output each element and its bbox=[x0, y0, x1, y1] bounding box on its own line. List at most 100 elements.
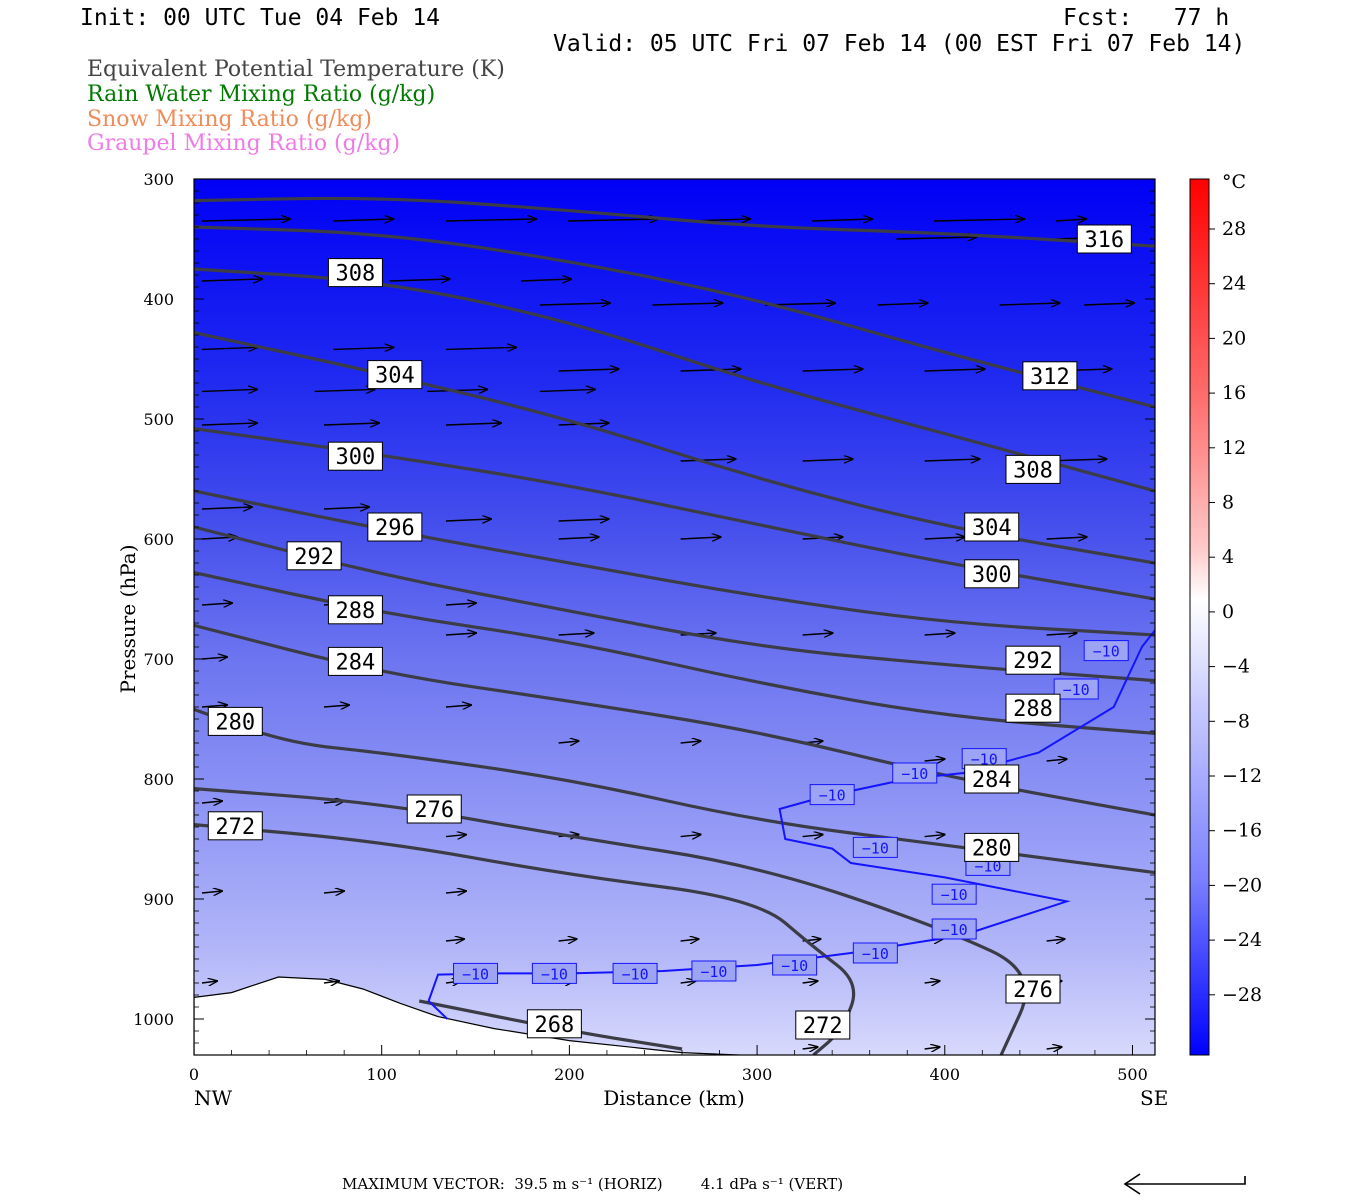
wind-arrow bbox=[877, 303, 928, 305]
theta-e-label: 288 bbox=[336, 599, 376, 624]
wind-arrow bbox=[802, 981, 818, 983]
wind-arrow bbox=[445, 219, 536, 221]
theta-e-label-box bbox=[964, 559, 1020, 589]
colorbar-label: 28 bbox=[1222, 218, 1246, 240]
wind-arrow bbox=[323, 507, 369, 509]
isotherm-label-box bbox=[892, 762, 938, 784]
isotherm-label-box bbox=[1083, 640, 1129, 662]
wind-arrow bbox=[445, 347, 516, 349]
wind-arrow bbox=[924, 633, 955, 635]
y-tick-label: 900 bbox=[143, 890, 174, 909]
wind-arrow bbox=[1046, 1047, 1062, 1049]
x-tick-label: 400 bbox=[930, 1065, 961, 1084]
isotherm-label-box bbox=[852, 836, 898, 858]
wind-arrow bbox=[680, 741, 701, 743]
endpoint-right: SE bbox=[1140, 1086, 1168, 1110]
wind-arrow bbox=[445, 835, 466, 837]
theta-e-label-box bbox=[327, 646, 383, 676]
wind-arrow bbox=[680, 459, 736, 461]
theta-e-label-box bbox=[964, 832, 1020, 862]
isotherm-label-box bbox=[852, 942, 898, 964]
wind-arrow bbox=[652, 303, 722, 305]
max-vector-note: MAXIMUM VECTOR: 39.5 m s⁻¹ (HORIZ) 4.1 d… bbox=[342, 1175, 844, 1193]
theta-e-contour bbox=[194, 623, 1155, 817]
wind-arrow bbox=[680, 537, 721, 539]
wind-arrow bbox=[1046, 537, 1087, 539]
wind-arrow bbox=[802, 835, 823, 837]
theta-e-label: 296 bbox=[375, 516, 415, 541]
wind-arrow bbox=[558, 633, 594, 635]
isotherm-label: −10 bbox=[941, 921, 968, 939]
wind-arrow bbox=[445, 603, 476, 605]
wind-arrow bbox=[445, 705, 471, 707]
isotherm-label: −10 bbox=[541, 965, 568, 983]
isotherm-label-box bbox=[931, 883, 977, 905]
isotherm-label: −10 bbox=[700, 963, 727, 981]
theta-e-label: 300 bbox=[336, 445, 376, 470]
wind-arrow bbox=[558, 939, 577, 941]
theta-e-label: 272 bbox=[803, 1014, 843, 1039]
wind-arrow bbox=[1055, 219, 1086, 221]
colorbar-label: 0 bbox=[1222, 601, 1234, 623]
theta-e-label-box bbox=[286, 541, 342, 571]
wind-arrow bbox=[924, 981, 940, 983]
theta-e-contour bbox=[194, 571, 1155, 735]
wind-arrow bbox=[201, 891, 222, 893]
wind-arrow bbox=[933, 219, 1024, 221]
wind-arrow bbox=[323, 981, 339, 983]
wind-arrow bbox=[201, 981, 217, 983]
y-tick-label: 600 bbox=[143, 530, 174, 549]
wind-arrow bbox=[680, 835, 701, 837]
wind-arrow bbox=[201, 347, 257, 349]
wind-arrow bbox=[521, 279, 571, 281]
isotherm-label: −10 bbox=[1063, 681, 1090, 699]
wind-arrow bbox=[201, 219, 290, 221]
wind-arrow bbox=[333, 219, 393, 221]
isotherm-label: −10 bbox=[1093, 643, 1120, 661]
wind-arrow bbox=[924, 537, 965, 539]
theta-e-label-box bbox=[1022, 361, 1078, 391]
y-tick-label: 300 bbox=[143, 170, 174, 189]
wind-arrow bbox=[558, 369, 619, 371]
theta-e-label: 280 bbox=[215, 710, 255, 735]
x-tick-label: 100 bbox=[366, 1065, 397, 1084]
theta-e-label-box bbox=[327, 258, 383, 288]
wind-arrow bbox=[924, 369, 985, 371]
wind-arrow bbox=[1046, 633, 1077, 635]
wind-arrow bbox=[323, 891, 344, 893]
wind-arrow bbox=[201, 389, 257, 391]
legend-graupel: Graupel Mixing Ratio (g/kg) bbox=[87, 131, 401, 156]
theta-e-label-box bbox=[367, 360, 423, 390]
theta-e-label-box bbox=[207, 811, 263, 841]
colorbar-label: −16 bbox=[1222, 820, 1262, 842]
isotherm-label-box bbox=[531, 962, 577, 984]
wind-arrow bbox=[323, 705, 349, 707]
legend-snow: Snow Mixing Ratio (g/kg) bbox=[87, 107, 372, 132]
colorbar-label: −8 bbox=[1222, 710, 1250, 732]
theta-e-label-box bbox=[795, 1010, 851, 1040]
wind-arrow bbox=[999, 303, 1060, 305]
theta-e-label-box bbox=[1076, 224, 1132, 254]
isotherm-label-box bbox=[612, 962, 658, 984]
colorbar-label: 20 bbox=[1222, 327, 1246, 349]
wind-arrow bbox=[802, 369, 863, 371]
legend-theta-e: Equivalent Potential Temperature (K) bbox=[87, 57, 505, 82]
wind-arrow bbox=[323, 423, 379, 425]
legend-rain: Rain Water Mixing Ratio (g/kg) bbox=[87, 82, 436, 107]
theta-e-label: 272 bbox=[215, 815, 255, 840]
theta-e-contour bbox=[194, 427, 1155, 601]
x-tick-label: 0 bbox=[189, 1065, 199, 1084]
wind-arrow bbox=[558, 537, 599, 539]
wind-arrow bbox=[539, 303, 610, 305]
wind-arrow bbox=[924, 835, 945, 837]
isotherm-label: −10 bbox=[971, 751, 998, 769]
wind-arrow bbox=[314, 389, 375, 391]
isotherm-label-box bbox=[931, 918, 977, 940]
forecast-hour: Fcst: 77 h bbox=[1063, 5, 1230, 31]
y-tick-label: 500 bbox=[143, 410, 174, 429]
theta-e-label: 292 bbox=[294, 545, 334, 570]
wind-arrow bbox=[201, 705, 227, 707]
wind-arrow bbox=[680, 369, 741, 371]
theta-e-label-box bbox=[207, 706, 263, 736]
theta-e-label: 308 bbox=[336, 262, 376, 287]
